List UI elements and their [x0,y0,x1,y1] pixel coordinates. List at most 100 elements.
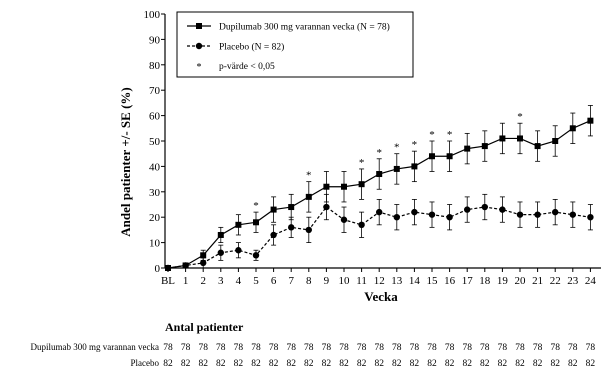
x-tick-label: 21 [532,275,543,287]
data-point [429,153,435,160]
data-point [499,135,506,142]
at-risk-value: 82 [304,359,314,369]
data-point [587,117,594,124]
data-point [305,226,312,234]
at-risk-values: 78 78 78 78 78 78 78 78 78 78 78 78 78 78 78 78 78 78 78 78… [163,343,595,369]
legend: Dupilumab 300 mg varannan vecka (N = 78)… [176,11,414,78]
x-tick-label: 9 [324,275,330,287]
legend-box [176,11,414,78]
at-risk-value: 78 [163,343,173,353]
data-point [200,252,207,259]
significance-asterisk: * [376,147,382,159]
at-risk-value: 82 [568,359,578,369]
at-risk-value: 78 [181,343,191,353]
at-risk-value: 82 [322,359,332,369]
x-ticks: BL 1 2 3 4 5 6 7 8 9 10 11 12 13 14 15 16 17 18 19 20 21 22 23 2… [161,268,596,287]
at-risk-value: 82 [234,359,244,369]
at-risk-value: 82 [216,359,226,369]
at-risk-table: Antal patienter Dupilumab 300 mg varanna… [31,320,596,369]
x-tick-label: 11 [356,275,367,287]
at-risk-value: 82 [357,359,367,369]
significance-asterisk: * [306,170,312,182]
at-risk-title: Antal patienter [165,320,244,334]
at-risk-value: 82 [163,359,173,369]
x-tick-label: 13 [391,275,403,287]
at-risk-value: 82 [427,359,437,369]
data-point [182,262,189,269]
data-point [270,231,277,239]
significance-asterisk: * [517,111,523,123]
significance-asterisk: * [412,139,418,151]
at-risk-value: 78 [234,343,244,353]
data-point [376,208,383,216]
data-point [411,208,418,216]
data-point [534,211,541,218]
x-tick-label: 15 [427,275,439,287]
y-tick-label: 40 [149,161,161,173]
at-risk-value: 78 [392,343,402,353]
at-risk-value: 82 [410,359,420,369]
at-risk-value: 78 [445,343,455,353]
at-risk-value: 82 [462,359,472,369]
data-point [446,153,453,160]
at-risk-value: 82 [515,359,525,369]
x-tick-label: 18 [479,275,491,287]
data-point [569,211,576,218]
significance-asterisk: * [359,157,365,169]
at-risk-value: 82 [251,359,261,369]
at-risk-value: 78 [357,343,367,353]
series-placebo [164,193,594,272]
y-tick-label: 100 [144,9,161,21]
x-tick-label: 17 [462,275,474,287]
x-tick-label: 10 [339,275,351,287]
legend-label-placebo: Placebo (N = 82) [219,42,284,53]
y-tick-label: 90 [149,34,161,46]
data-point [481,203,488,211]
at-risk-value: 82 [445,359,455,369]
data-point [464,206,471,213]
x-tick-label: 2 [200,275,206,287]
data-point [534,143,541,150]
data-point [464,145,471,152]
at-risk-value: 78 [216,343,226,353]
data-point [411,163,418,170]
at-risk-row-label-placebo: Placebo [131,358,160,368]
at-risk-value: 82 [392,359,402,369]
x-tick-label: 16 [444,275,456,287]
at-risk-value: 78 [251,343,261,353]
at-risk-value: 78 [322,343,332,353]
at-risk-value: 82 [498,359,508,369]
x-tick-label: 1 [183,275,189,287]
significance-markers: * * * * * * * * * [253,111,523,212]
x-tick-label: 5 [253,275,259,287]
y-tick-label: 60 [149,111,161,123]
significance-asterisk: * [394,142,400,154]
at-risk-value: 78 [498,343,508,353]
at-risk-value: 82 [286,359,296,369]
series-line [167,120,591,269]
data-point [358,181,365,188]
at-risk-value: 78 [304,343,314,353]
at-risk-value: 82 [339,359,349,369]
data-point [235,247,242,254]
x-tick-label: 19 [497,275,509,287]
at-risk-value: 78 [568,343,578,353]
x-tick-label: 12 [374,275,385,287]
at-risk-value: 78 [427,343,437,353]
at-risk-value: 82 [533,359,543,369]
legend-asterisk: * [197,62,202,73]
y-tick-label: 20 [149,212,161,224]
at-risk-value: 82 [269,359,279,369]
legend-label-significance: p-värde < 0,05 [219,62,275,72]
significance-asterisk: * [447,129,453,141]
series-dupilumab [165,105,594,271]
data-point [446,214,453,221]
x-tick-label: 20 [515,275,527,287]
at-risk-value: 82 [374,359,384,369]
at-risk-value: 82 [586,359,596,369]
data-point [481,143,488,150]
data-point [252,252,260,259]
at-risk-value: 78 [339,343,349,353]
data-point [288,224,295,231]
